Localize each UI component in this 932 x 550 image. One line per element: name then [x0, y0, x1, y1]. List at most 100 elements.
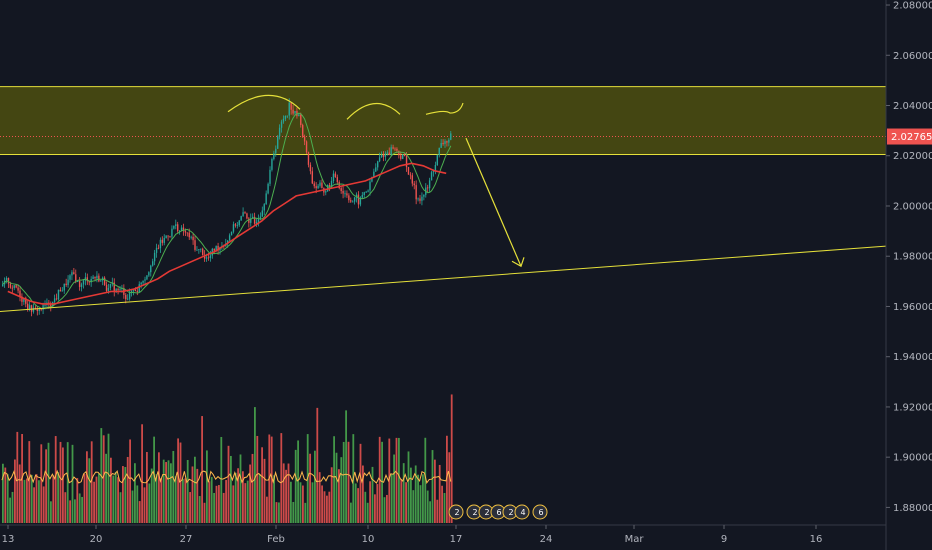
event-badge	[448, 504, 464, 520]
volume-bar	[119, 492, 122, 523]
candle-body	[73, 272, 75, 275]
candle-body	[67, 279, 69, 286]
volume-bar	[371, 466, 374, 523]
candle-body	[275, 148, 277, 154]
volume-bar	[62, 447, 64, 523]
candle-body	[44, 305, 46, 306]
projection-arrow-line	[465, 137, 522, 267]
volume-bar	[400, 478, 403, 523]
volume-bar	[318, 472, 321, 523]
candle-body	[9, 283, 12, 288]
volume-bar	[78, 493, 81, 523]
volume-bar	[35, 474, 38, 523]
volume-bar	[309, 453, 311, 523]
candle-body	[432, 170, 435, 173]
volume-bar	[134, 463, 136, 523]
candle-body	[363, 192, 365, 195]
candle-body	[280, 121, 283, 128]
candle-body	[386, 152, 389, 154]
volume-bar	[369, 481, 371, 523]
candle-body	[340, 188, 342, 192]
candle-body	[328, 184, 331, 187]
volume-bar	[50, 501, 52, 523]
candle-body	[184, 230, 187, 233]
head-arc	[346, 102, 401, 120]
volume-bar	[81, 496, 83, 523]
volume-bar	[362, 465, 364, 523]
candle-body	[303, 136, 306, 142]
candle-body	[419, 198, 421, 201]
time-tick-label: 16	[810, 534, 823, 545]
drawings	[0, 94, 887, 312]
volume-bar	[434, 459, 436, 523]
candle-body	[182, 227, 185, 231]
candle-body	[273, 153, 275, 159]
candle-body	[11, 287, 14, 289]
candle-body	[109, 284, 112, 288]
volume-bar	[364, 491, 367, 523]
candle-body	[448, 139, 450, 143]
volume-bar	[28, 441, 31, 523]
volume-bar	[174, 476, 177, 523]
candle-body	[227, 240, 229, 244]
volume-bar	[374, 494, 376, 523]
candle-body	[263, 204, 265, 211]
time-tick-label: 9	[721, 534, 727, 545]
event-badge-count: 2	[472, 508, 477, 517]
candle-body	[255, 222, 258, 224]
volume-ma-line	[1, 469, 452, 485]
candle-body	[327, 184, 329, 192]
volume-bar	[448, 452, 451, 523]
candle-body	[361, 194, 364, 198]
candle-body	[438, 147, 440, 156]
volume-bar	[141, 424, 143, 523]
volume-bar	[186, 460, 189, 523]
candle-body	[100, 280, 102, 282]
candle-body	[317, 185, 319, 189]
volume-bar	[234, 472, 237, 523]
candle-body	[173, 225, 175, 229]
volume-bar	[388, 438, 391, 523]
candle-body	[40, 309, 42, 310]
volume-bar	[450, 394, 453, 523]
volume-bar	[311, 482, 314, 523]
candle-body	[205, 257, 208, 259]
candle-body	[217, 245, 219, 251]
volume-bar	[11, 491, 14, 523]
volume-bar	[76, 478, 79, 523]
volume-bar	[273, 475, 275, 523]
candle-body	[352, 201, 354, 203]
candle-body	[30, 305, 33, 312]
volume-bar	[179, 442, 182, 523]
candle-body	[377, 161, 379, 168]
candle-body	[240, 216, 242, 221]
candle-body	[55, 298, 58, 300]
ma-fast-line	[2, 112, 452, 310]
volume-bar	[102, 435, 105, 523]
candle-body	[300, 114, 302, 126]
candle-body	[140, 282, 142, 285]
volume-bar	[9, 497, 11, 523]
candle-body	[390, 147, 392, 156]
candle-body	[115, 288, 117, 292]
volume-bar	[88, 458, 91, 523]
volume-bar	[446, 435, 448, 523]
candle-body	[209, 255, 212, 259]
volume-bar	[165, 462, 167, 523]
candle-body	[96, 275, 98, 279]
candle-body	[427, 187, 429, 189]
volume-bar	[412, 490, 415, 523]
volume-bar	[436, 499, 439, 523]
volume-bar	[237, 468, 239, 523]
candle-body	[28, 305, 31, 310]
candle-body	[88, 281, 90, 283]
candle-body	[290, 102, 292, 110]
volume-bar	[117, 477, 119, 523]
candle-body	[405, 155, 408, 168]
price-tick-label: 1.88000	[893, 503, 932, 514]
volume-bar	[184, 478, 187, 523]
price-tick-label: 1.98000	[893, 252, 932, 263]
candle-body	[75, 274, 77, 283]
